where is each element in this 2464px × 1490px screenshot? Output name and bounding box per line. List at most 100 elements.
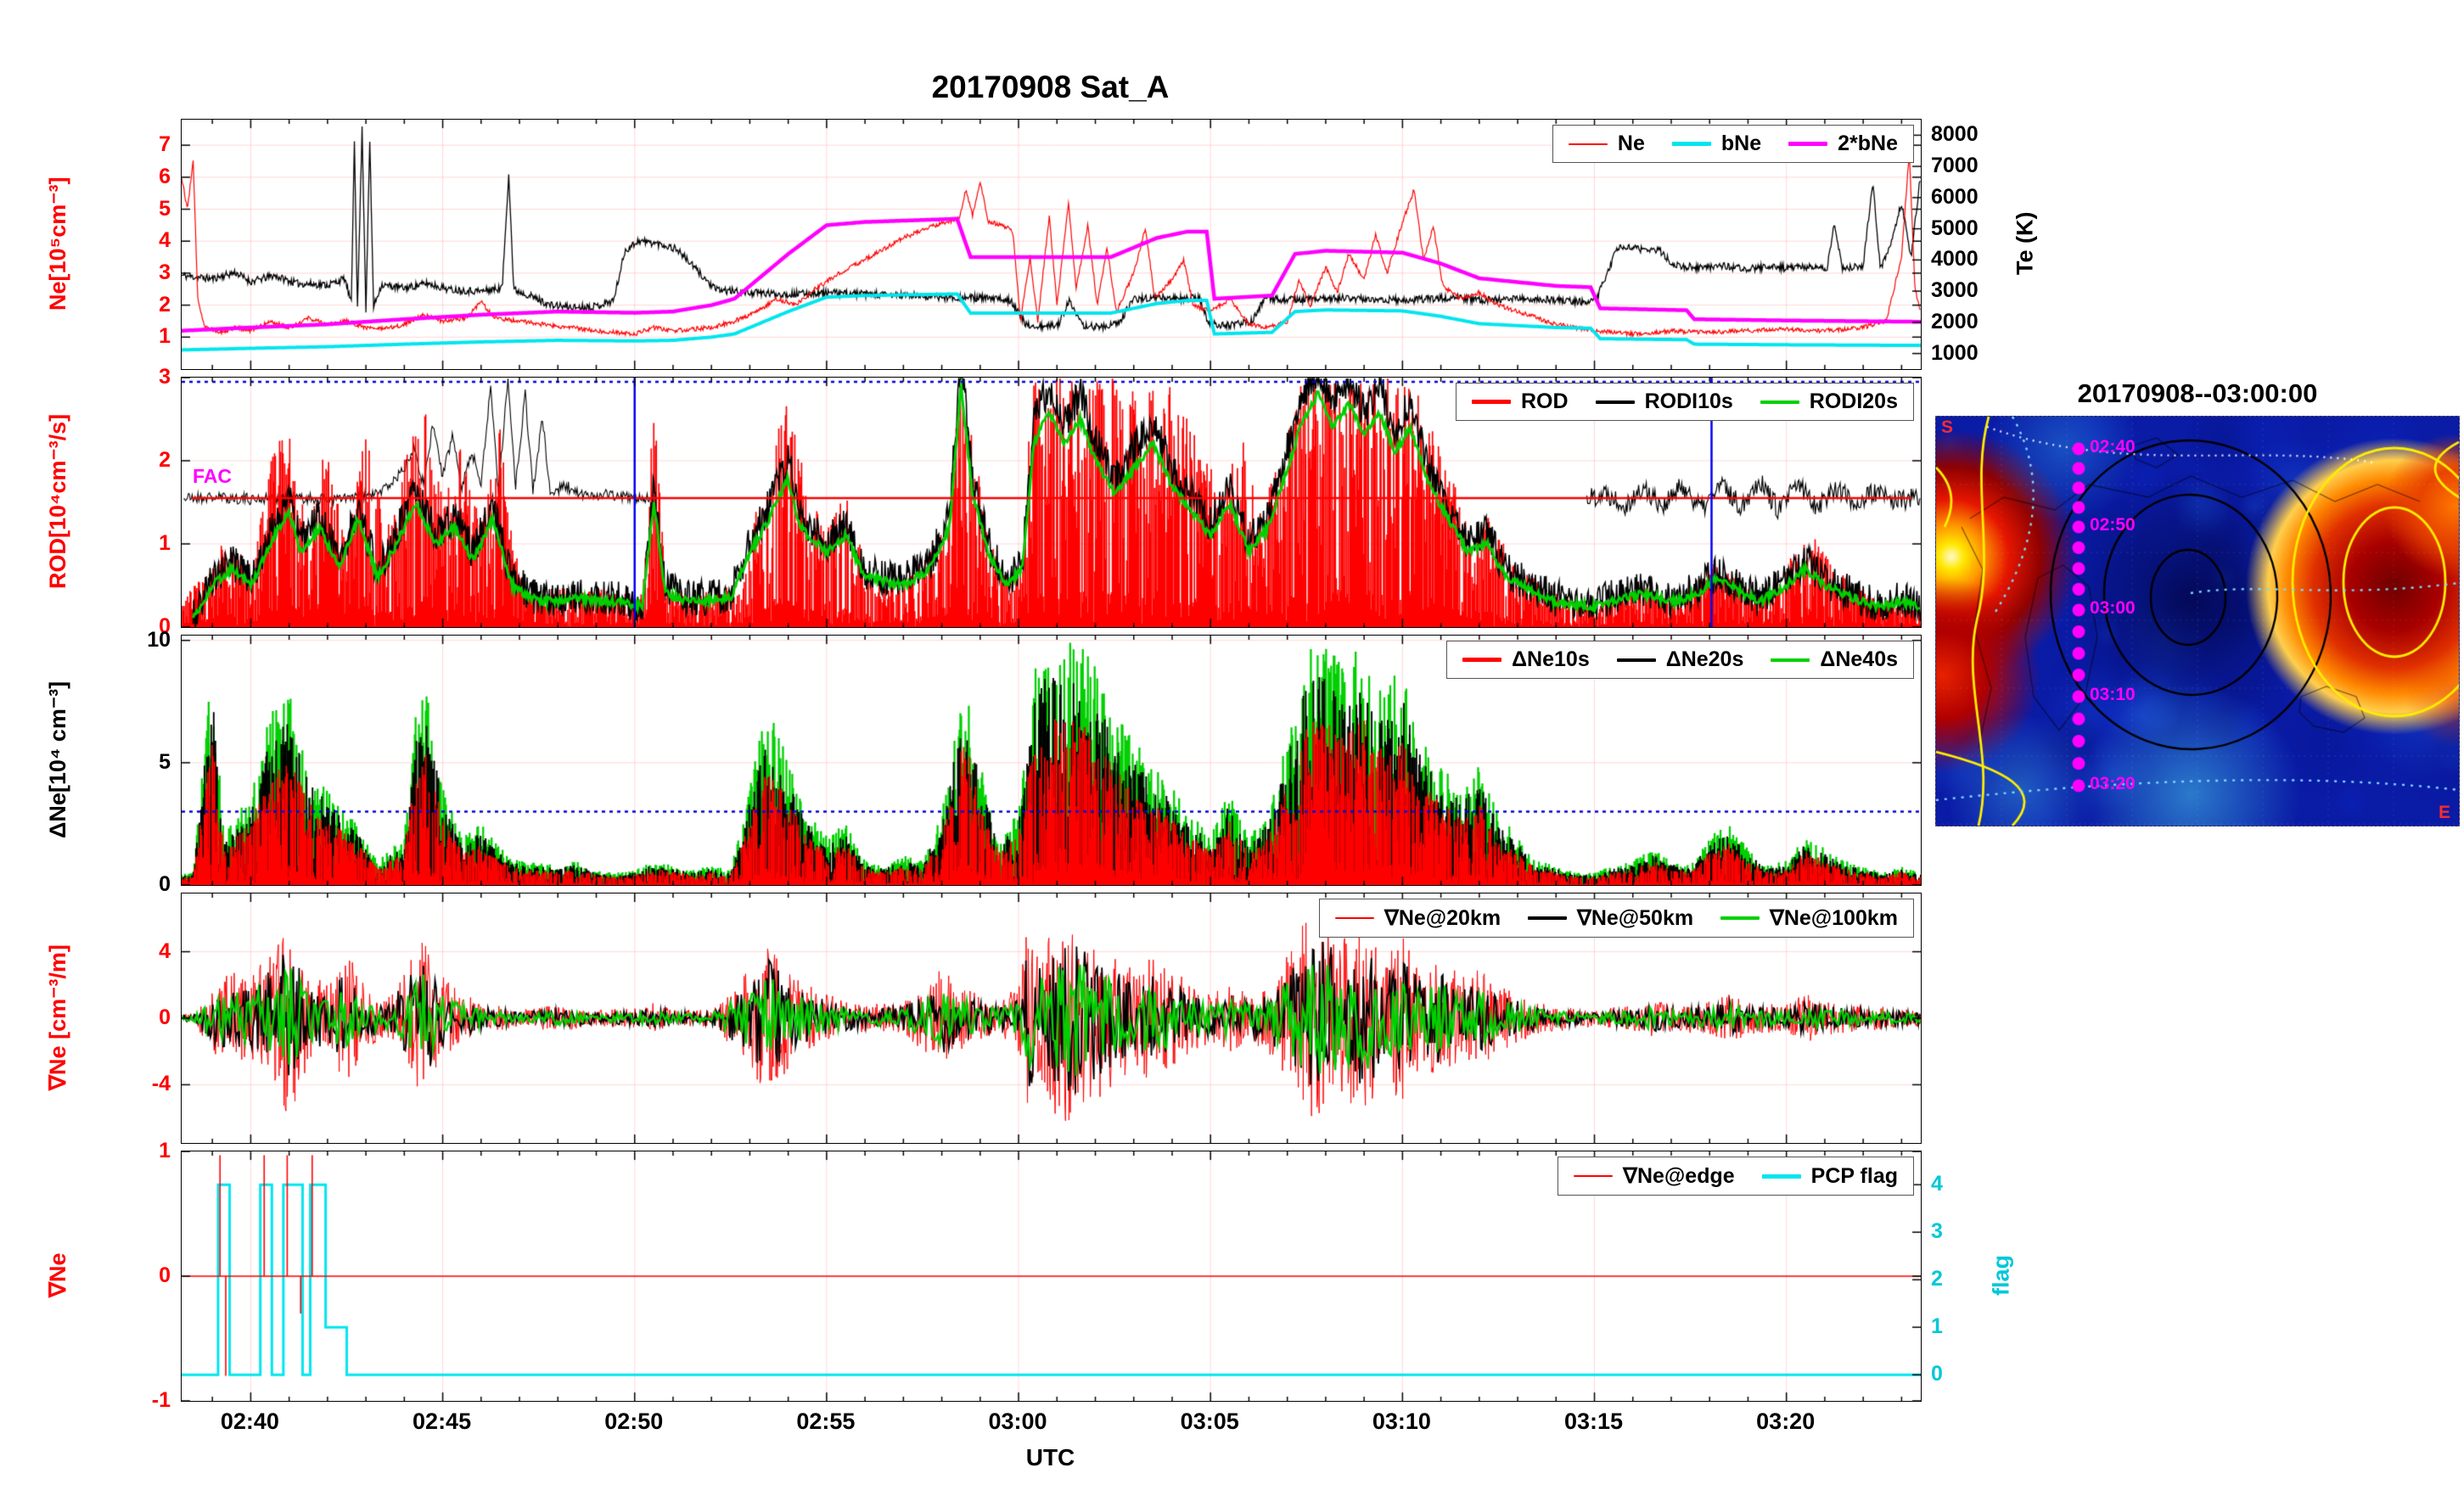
y-tick-label: 5 — [159, 749, 171, 774]
legend-label: ΔNe40s — [1820, 647, 1898, 671]
fac-annotation: FAC — [193, 465, 232, 487]
panel-delta-ne: ΔNe[10⁴ cm⁻³] ΔNe10s ΔNe20s ΔNe40s 0 5 10 — [45, 628, 1922, 896]
legend-item: bNe — [1671, 132, 1762, 156]
figure-title: 20170908 Sat_A — [931, 70, 1170, 104]
x-tick-label: 03:20 — [1756, 1409, 1816, 1434]
x-tick-label: 02:45 — [413, 1409, 472, 1434]
legend-line-sample — [1671, 142, 1711, 146]
y-tick-label-right: 4000 — [1931, 247, 1978, 272]
legend-label: RODI10s — [1644, 389, 1733, 413]
y-tick-label: 4 — [159, 938, 171, 963]
legend-label: PCP flag — [1810, 1163, 1898, 1188]
y-tick-label: 2 — [159, 448, 171, 472]
y-tick-label: 3 — [159, 260, 171, 284]
legend-item: ∇Ne@50km — [1528, 905, 1693, 931]
legend-label: ∇Ne@20km — [1384, 906, 1501, 930]
y-tick-label-right: 0 — [1931, 1362, 1943, 1386]
edge-axis-label: ∇Ne — [45, 1252, 70, 1298]
legend-label: ROD — [1521, 389, 1569, 413]
x-tick-label: 03:15 — [1563, 1409, 1624, 1434]
y-tick-label-right: 6000 — [1931, 184, 1978, 209]
legend-line-sample — [1788, 142, 1828, 146]
y-tick-label: 6 — [159, 164, 171, 188]
edge-flag-legend: ∇Ne@edge PCP flag — [1558, 1157, 1914, 1196]
tec-map: S E 02:40 02:50 03:00 03:10 03:20 — [1935, 416, 2460, 826]
y-tick-label-right: 8000 — [1931, 122, 1978, 147]
x-tick-label: 02:50 — [604, 1409, 664, 1434]
y-tick-label-right: 2 — [1931, 1267, 1943, 1291]
x-tick-label: 03:05 — [1180, 1409, 1239, 1434]
legend-label: ΔNe20s — [1665, 647, 1744, 671]
legend-line-sample — [1760, 400, 1799, 404]
panel-grad-ne: ∇Ne [cm⁻³/m] ∇Ne@20km ∇Ne@50km ∇Ne@100km -… — [45, 893, 1922, 1144]
y-tick-label-right: 1 — [1931, 1314, 1943, 1339]
rod-legend: ROD RODI10s RODI20s — [1456, 383, 1914, 421]
track-time-label: 02:50 — [2090, 515, 2136, 535]
y-tick-label-right: 5000 — [1931, 216, 1978, 240]
y-tick-label-right: 3000 — [1931, 278, 1978, 303]
y-tick-label: 1 — [159, 531, 171, 555]
legend-item: Ne — [1568, 132, 1645, 156]
legend-item: ∇Ne@20km — [1335, 905, 1501, 931]
y-tick-label-right: 2000 — [1931, 309, 1978, 333]
delta-ne-legend: ΔNe10s ΔNe20s ΔNe40s — [1446, 641, 1914, 679]
y-tick-label: -1 — [151, 1388, 171, 1412]
map-canvas — [1935, 416, 2460, 826]
legend-item: ∇Ne@edge — [1574, 1163, 1735, 1189]
y-tick-label-right: 4 — [1931, 1172, 1943, 1196]
ne-axis-label: Ne[10⁵cm⁻³] — [45, 176, 70, 311]
x-tick-label: 03:00 — [988, 1409, 1047, 1434]
legend-line-sample — [1335, 917, 1375, 919]
y-tick-label-right: 3 — [1931, 1219, 1943, 1244]
legend-line-sample — [1568, 143, 1608, 145]
y-tick-label: 5 — [159, 196, 171, 221]
legend-label: 2*bNe — [1838, 132, 1898, 155]
rod-axis-label: ROD[10⁴cm⁻³/s] — [45, 413, 70, 590]
legend-item: 2*bNe — [1788, 132, 1898, 156]
y-tick-label: 4 — [159, 228, 171, 253]
legend-line-sample — [1462, 658, 1502, 662]
legend-label: ∇Ne@100km — [1770, 906, 1898, 930]
y-tick-label: 10 — [147, 627, 171, 652]
panel-rod: ROD[10⁴cm⁻³/s] FAC ROD RODI10s RODI20s 0 1 2… — [45, 365, 1922, 638]
legend-item: RODI10s — [1595, 389, 1733, 414]
grad-ne-axis-label: ∇Ne [cm⁻³/m] — [45, 944, 70, 1090]
legend-item: RODI20s — [1760, 389, 1898, 414]
legend-item: ΔNe40s — [1771, 647, 1898, 672]
y-tick-label: 2 — [159, 292, 171, 316]
legend-line-sample — [1720, 916, 1760, 920]
panel-edge-flag: ∇Ne flag ∇Ne@edge PCP flag -1 0 1 0 1 2 3 4 — [45, 1139, 2014, 1412]
x-tick-label: 03:10 — [1372, 1409, 1431, 1434]
x-axis-tick-labels: 02:40 02:45 02:50 02:55 03:00 03:05 03:10 03:15… — [181, 1409, 1920, 1439]
track-time-label: 03:00 — [2090, 598, 2136, 618]
y-tick-label: 1 — [159, 1139, 171, 1162]
y-tick-label: -4 — [151, 1072, 171, 1096]
legend-item: ROD — [1472, 389, 1569, 414]
ne-te-legend: Ne bNe 2*bNe — [1552, 125, 1914, 163]
x-axis-title: UTC — [1025, 1444, 1075, 1470]
y-tick-label: 0 — [159, 614, 171, 638]
legend-line-sample — [1528, 916, 1568, 920]
legend-line-sample — [1616, 658, 1656, 662]
y-tick-label: 0 — [159, 872, 171, 896]
legend-item: PCP flag — [1761, 1163, 1898, 1189]
y-tick-label: 0 — [159, 1005, 171, 1029]
grad-ne-legend: ∇Ne@20km ∇Ne@50km ∇Ne@100km — [1319, 899, 1914, 938]
legend-line-sample — [1574, 1175, 1614, 1177]
legend-line-sample — [1771, 658, 1810, 662]
x-tick-label: 02:40 — [220, 1409, 279, 1434]
y-tick-label-right: 1000 — [1931, 340, 1978, 365]
y-tick-label: 7 — [159, 132, 171, 157]
legend-label: ∇Ne@edge — [1623, 1164, 1735, 1188]
legend-label: RODI20s — [1809, 389, 1898, 413]
legend-item: ΔNe10s — [1462, 647, 1590, 672]
legend-label: bNe — [1720, 132, 1762, 155]
legend-item: ΔNe20s — [1616, 647, 1744, 672]
y-tick-label: 3 — [159, 365, 171, 389]
track-time-label: 02:40 — [2090, 437, 2136, 457]
delta-ne-axis-label: ΔNe[10⁴ cm⁻³] — [45, 681, 70, 838]
map-title: 20170908--03:00:00 — [2077, 378, 2318, 408]
map-corner-label-s: S — [1941, 417, 1954, 437]
x-tick-label: 02:55 — [796, 1409, 856, 1434]
